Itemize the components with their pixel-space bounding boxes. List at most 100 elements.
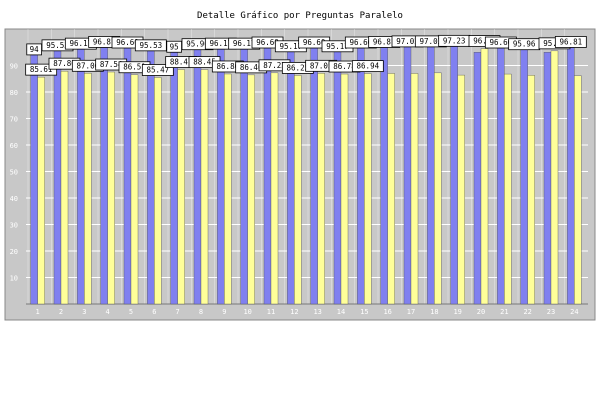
bar-series-1 [240, 48, 248, 305]
data-label: 88.45 [193, 58, 216, 67]
data-label: 95.53 [543, 39, 566, 48]
data-label: 86.46 [240, 63, 263, 72]
bar-series-1 [520, 49, 528, 305]
bar-series-2 [60, 70, 69, 305]
data-label: 96.60 [303, 38, 326, 47]
x-tick-label: 14 [337, 308, 345, 316]
y-tick-label: 40 [10, 195, 18, 203]
data-label: 95.96 [186, 40, 209, 49]
bar-series-2 [37, 76, 45, 305]
bar-series-2 [340, 73, 349, 305]
data-label: 96.17 [70, 39, 93, 48]
bar-series-1 [123, 47, 132, 305]
x-tick-label: 21 [500, 308, 508, 316]
data-label: 87.06 [77, 61, 100, 70]
bar-series-1 [403, 46, 412, 305]
y-tick-label: 50 [10, 169, 18, 177]
y-tick-label: 90 [10, 63, 18, 71]
bar-series-1 [53, 50, 62, 305]
data-label: 85.47 [147, 66, 170, 75]
bar-series-2 [177, 69, 185, 305]
data-label-box [26, 43, 42, 56]
bar-series-2 [387, 73, 395, 305]
data-label: 88.47 [170, 58, 193, 67]
data-label: 95.96 [513, 40, 536, 49]
bar-series-1 [217, 48, 225, 305]
data-label: 87.86 [53, 59, 76, 68]
x-tick-label: 15 [360, 308, 368, 316]
x-tick-label: 19 [453, 308, 461, 316]
x-tick-label: 13 [313, 308, 321, 316]
data-label: 96.81 [373, 37, 396, 46]
x-tick-label: 5 [129, 308, 133, 316]
bar-series-2 [130, 74, 139, 305]
x-tick-label: 2 [59, 308, 63, 316]
bar-series-2 [457, 74, 465, 305]
x-tick-label: 24 [570, 308, 578, 316]
x-tick-label: 8 [199, 308, 203, 316]
x-tick-label: 10 [243, 308, 251, 316]
x-tick-label: 18 [430, 308, 438, 316]
bar-series-1 [380, 47, 388, 305]
data-label: 97.02 [396, 37, 419, 46]
data-label: 87.05 [310, 61, 333, 70]
bar-series-2 [410, 73, 419, 305]
bar-series-2 [480, 48, 489, 305]
data-label: 95.17 [326, 42, 349, 51]
bar-series-2 [270, 72, 279, 305]
bar-series-1 [543, 52, 552, 305]
bar-series-2 [504, 73, 512, 305]
x-tick-label: 3 [82, 308, 86, 316]
data-label: 86.80 [217, 62, 240, 71]
data-label: 87.23 [263, 61, 286, 70]
bar-series-2 [247, 74, 255, 305]
data-label-box [141, 64, 174, 76]
bar-series-1 [473, 52, 482, 305]
x-tick-label: 6 [152, 308, 156, 316]
x-tick-label: 22 [523, 308, 531, 316]
data-label: 96.17 [210, 39, 233, 48]
bar-series-1 [450, 46, 458, 305]
bar-series-2 [84, 73, 92, 305]
chart-title: Detalle Gráfico por Preguntas Paralelo [197, 11, 403, 21]
data-label: 96.60 [490, 38, 513, 47]
bar-series-2 [550, 50, 559, 305]
bar-series-1 [567, 47, 575, 305]
data-label: 95 [170, 42, 179, 51]
bar-series-1 [310, 47, 318, 305]
bar-series-2 [527, 75, 535, 305]
bar-series-1 [170, 52, 178, 305]
x-tick-label: 23 [547, 308, 555, 316]
data-label: 97.02 [420, 37, 443, 46]
bar-series-1 [30, 54, 38, 305]
bar-series-2 [294, 75, 302, 305]
bar-series-1 [100, 47, 108, 305]
data-label: 86.25 [287, 63, 310, 72]
x-tick-label: 4 [106, 308, 110, 316]
bar-series-1 [357, 47, 365, 305]
x-tick-label: 12 [290, 308, 298, 316]
bar-series-1 [147, 50, 155, 305]
x-tick-label: 20 [477, 308, 485, 316]
data-label: 86.78 [333, 62, 356, 71]
data-label-box [134, 39, 167, 52]
data-label: 96.17 [233, 39, 256, 48]
bar-series-2 [224, 73, 232, 305]
bar-series-1 [263, 47, 272, 305]
y-tick-label: 80 [10, 89, 18, 97]
data-label: 87.54 [100, 60, 123, 69]
data-label: 96.81 [93, 37, 116, 46]
x-tick-label: 11 [267, 308, 275, 316]
bar-series-2 [317, 73, 325, 305]
data-label-box [351, 60, 384, 73]
data-label-box [166, 40, 182, 53]
data-label: 86.51 [123, 63, 146, 72]
data-label-box [554, 36, 587, 48]
x-tick-label: 16 [383, 308, 391, 316]
data-label: 97.23 [443, 36, 466, 45]
bar-layer [30, 46, 582, 305]
bar-series-2 [364, 73, 372, 305]
data-label: 95.53 [46, 41, 69, 50]
x-tick-label: 1 [36, 308, 40, 316]
